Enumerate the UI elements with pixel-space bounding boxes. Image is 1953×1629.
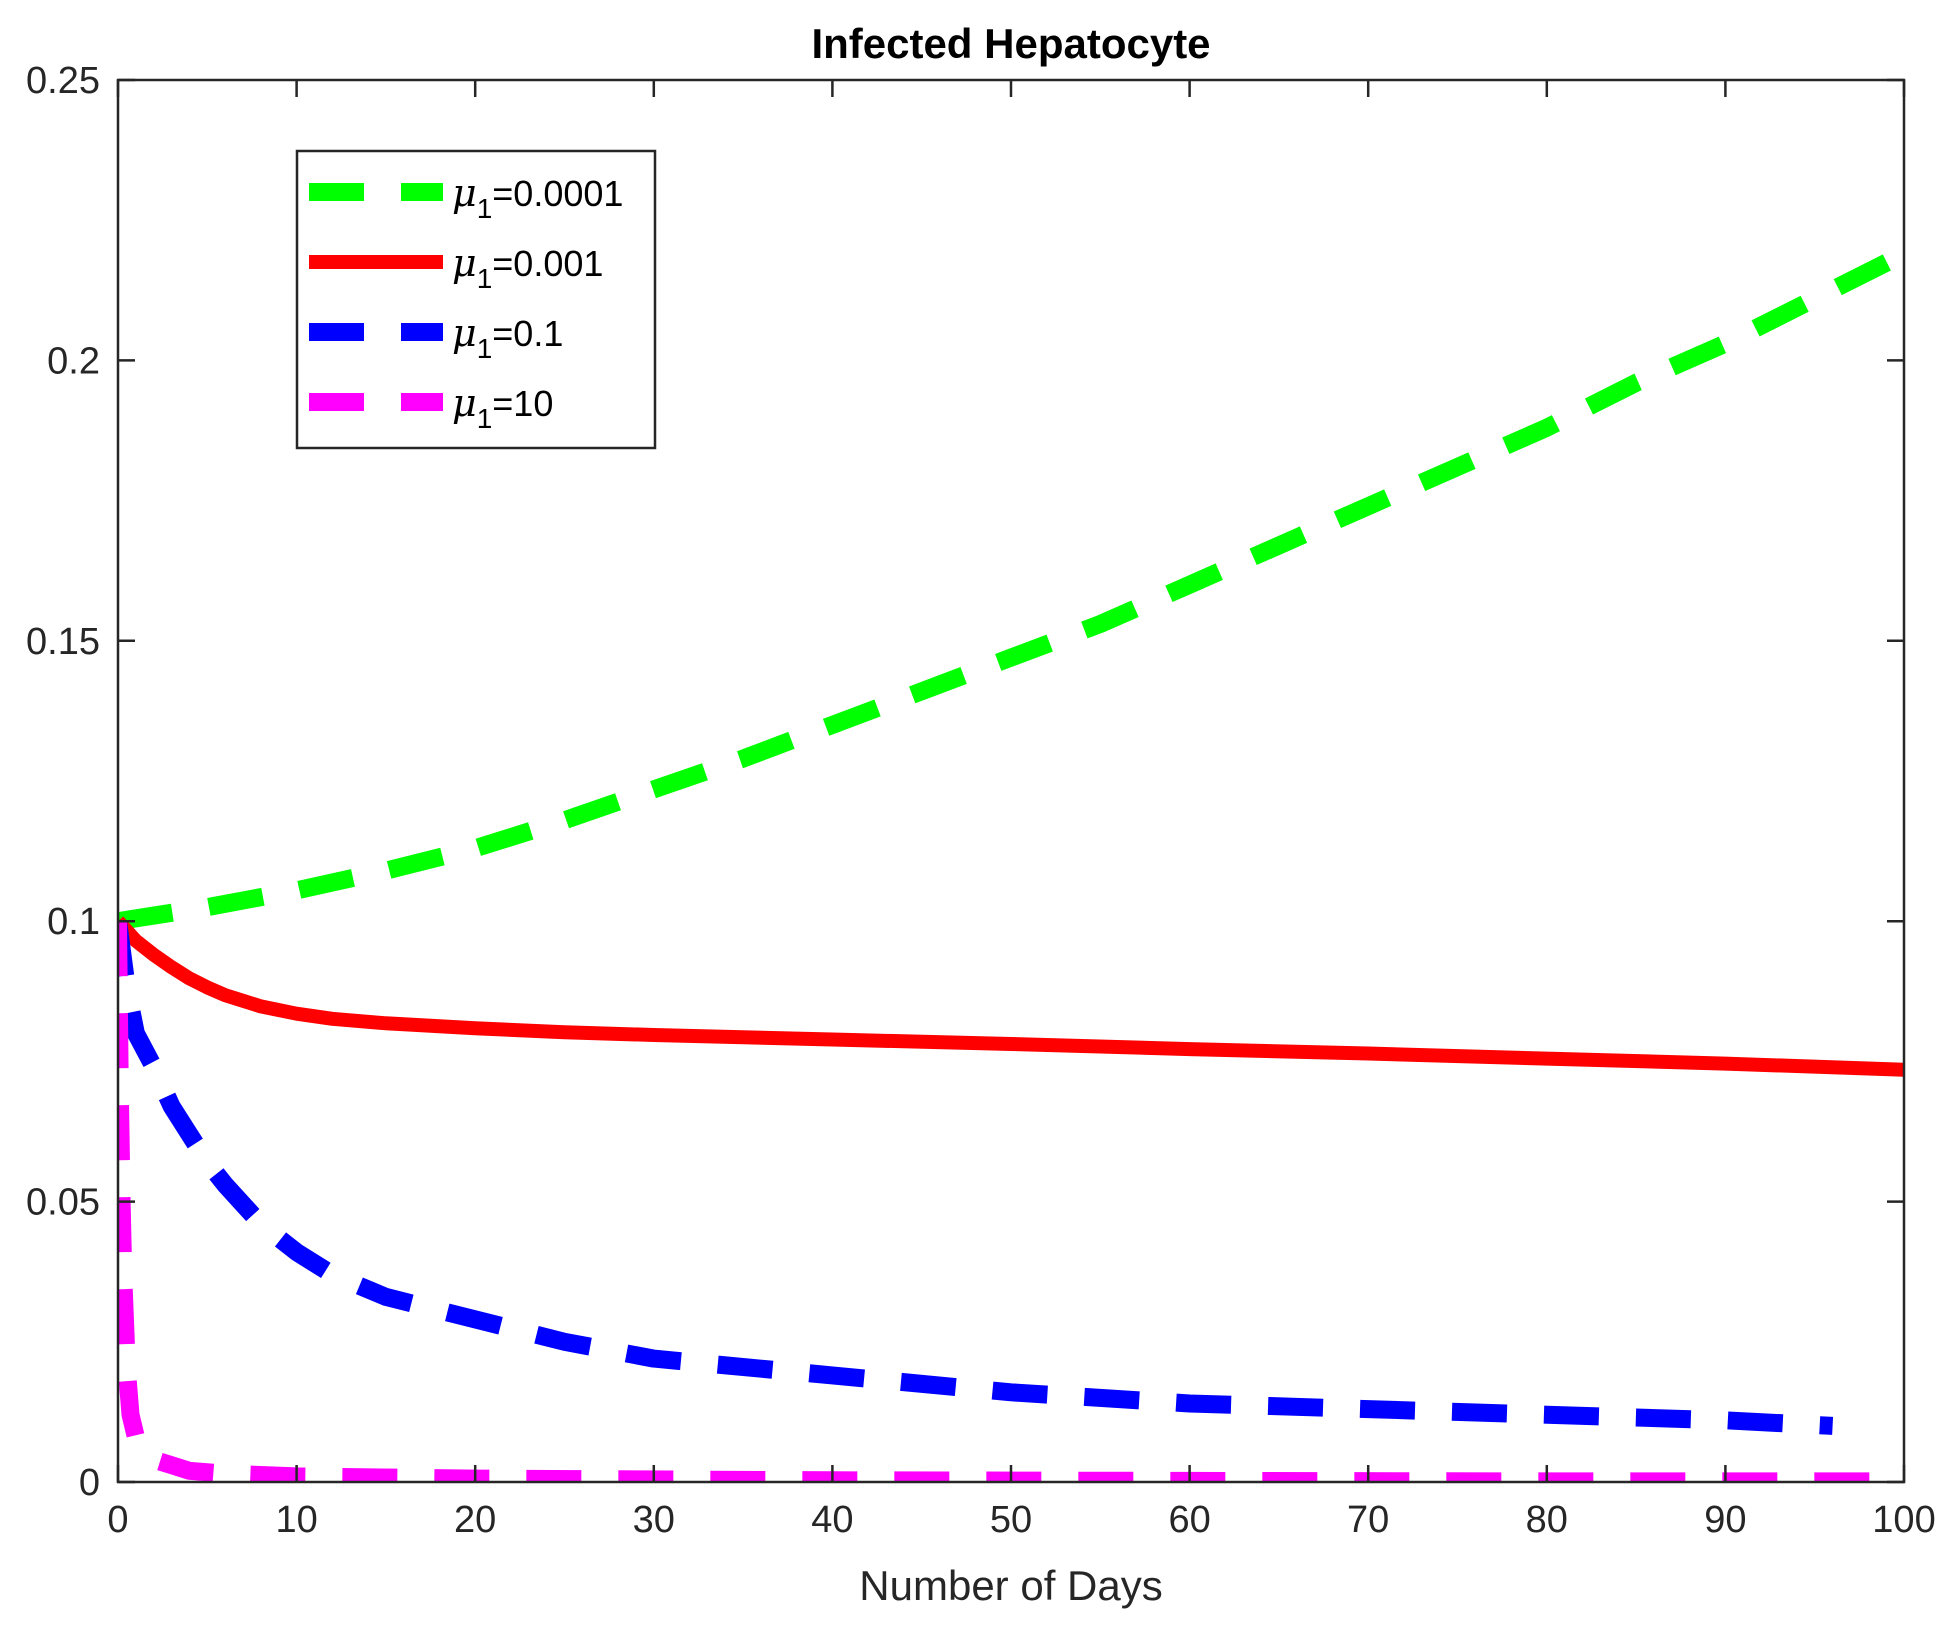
legend-label-3: μ1=0.1 bbox=[452, 311, 563, 364]
x-tick-label: 30 bbox=[633, 1499, 675, 1541]
y-tick-label: 0.15 bbox=[26, 621, 100, 663]
x-tick-label: 20 bbox=[454, 1499, 496, 1541]
legend-label-4: μ1=10 bbox=[452, 381, 553, 434]
y-tick-label: 0.05 bbox=[26, 1182, 100, 1224]
series-line-1 bbox=[118, 245, 1904, 931]
x-tick-label: 10 bbox=[275, 1499, 317, 1541]
legend-label-1: μ1=0.0001 bbox=[452, 171, 623, 224]
x-tick-label: 40 bbox=[811, 1499, 853, 1541]
x-tick-label: 60 bbox=[1168, 1499, 1210, 1541]
x-tick-label: 100 bbox=[1872, 1499, 1935, 1541]
x-tick-label: 70 bbox=[1347, 1499, 1389, 1541]
y-tick-label: 0.1 bbox=[47, 901, 100, 943]
x-axis-label: Number of Days bbox=[859, 1562, 1162, 1609]
x-tick-label: 90 bbox=[1704, 1499, 1746, 1541]
x-tick-label: 0 bbox=[107, 1499, 128, 1541]
series-line-2 bbox=[118, 916, 1904, 1077]
y-tick-label: 0.2 bbox=[47, 340, 100, 382]
ticks-layer: 0 10 20 30 40 50 60 70 80 90 100 0 0.05 0.1 0.15 0.2 0.2… bbox=[26, 60, 1936, 1541]
y-tick-label: 0 bbox=[79, 1462, 100, 1504]
legend: μ1=0.0001 μ1=0.001 μ1=0.1 μ1=10 bbox=[295, 149, 657, 450]
legend-label-2: μ1=0.001 bbox=[452, 241, 603, 294]
x-tick-label: 80 bbox=[1526, 1499, 1568, 1541]
chart-title: Infected Hepatocyte bbox=[811, 20, 1210, 67]
series-line-3 bbox=[118, 920, 1834, 1435]
x-tick-label: 50 bbox=[990, 1499, 1032, 1541]
y-tick-label: 0.25 bbox=[26, 60, 100, 102]
